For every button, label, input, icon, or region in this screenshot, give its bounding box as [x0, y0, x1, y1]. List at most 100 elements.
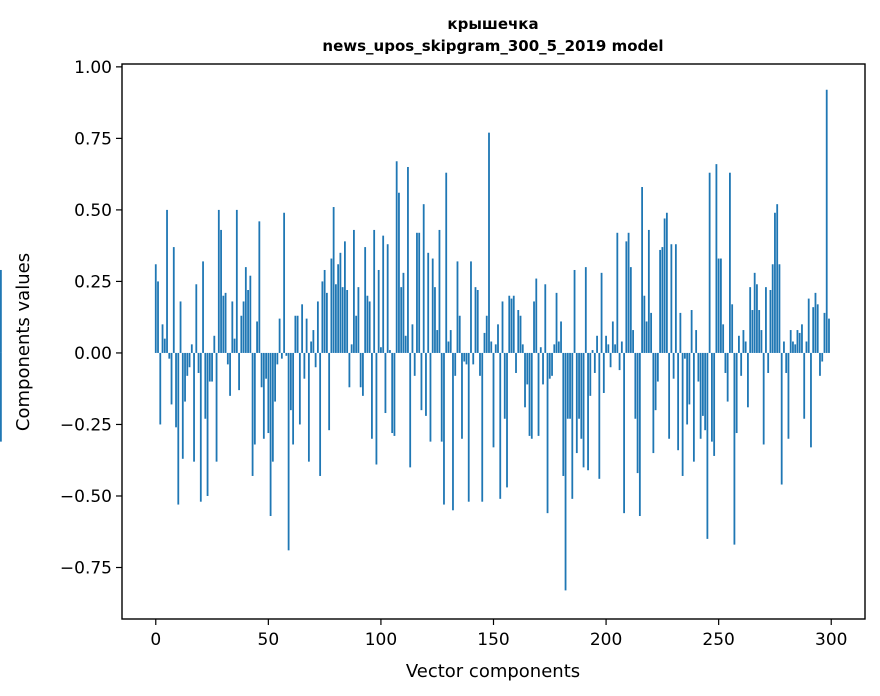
bar	[627, 232, 630, 353]
bar	[166, 209, 168, 353]
bar	[301, 304, 304, 353]
bar	[611, 321, 614, 353]
bar	[501, 301, 504, 353]
bar	[456, 261, 459, 353]
bar	[704, 352, 707, 431]
bar	[551, 352, 553, 376]
bar	[765, 287, 767, 353]
bar	[163, 338, 166, 353]
bar	[285, 352, 288, 356]
bar	[638, 352, 641, 517]
y-tick-label: −0.25	[60, 415, 112, 435]
bar	[238, 352, 240, 391]
bar	[409, 352, 412, 468]
bar	[420, 352, 423, 411]
bar	[483, 332, 486, 353]
bar	[346, 290, 349, 353]
bar	[325, 292, 328, 353]
bar	[226, 352, 229, 365]
y-tick-label: 0.00	[74, 344, 112, 364]
bar	[805, 341, 808, 353]
bar	[665, 212, 668, 353]
bar	[224, 292, 227, 353]
bar	[161, 324, 164, 353]
bar	[195, 284, 198, 353]
bar	[280, 352, 283, 359]
bar	[402, 272, 405, 353]
bar	[465, 352, 468, 365]
bar	[546, 352, 549, 514]
bar	[332, 207, 335, 353]
bar	[634, 352, 637, 419]
bar	[656, 352, 659, 382]
bar	[528, 352, 531, 436]
bar	[316, 301, 319, 353]
bar	[334, 284, 337, 353]
bar	[825, 89, 828, 353]
bar	[623, 352, 625, 514]
bar	[711, 352, 713, 442]
bar	[425, 352, 427, 416]
bar	[310, 341, 313, 353]
bar	[461, 352, 463, 439]
bar	[247, 290, 249, 353]
bar	[503, 352, 506, 419]
bar	[454, 352, 457, 376]
bar	[753, 272, 756, 353]
bar	[602, 352, 605, 393]
bar	[231, 301, 234, 353]
bar	[0, 269, 2, 353]
bar	[307, 352, 310, 462]
bar	[283, 212, 286, 353]
bar-series	[0, 89, 830, 591]
bar	[557, 341, 560, 353]
bar	[708, 172, 711, 353]
bar	[758, 310, 761, 353]
bar	[199, 352, 202, 502]
bar	[801, 324, 803, 353]
bar	[303, 352, 306, 379]
bar	[600, 272, 603, 353]
bar	[796, 330, 799, 353]
bar	[584, 267, 587, 353]
bar	[681, 352, 684, 476]
bar	[717, 258, 720, 353]
bar	[479, 352, 481, 376]
bar	[179, 301, 182, 353]
bar	[580, 352, 583, 439]
chart-subtitle: news_upos_skipgram_300_5_2019 model	[322, 37, 663, 55]
bar	[434, 287, 436, 353]
bar	[731, 304, 734, 353]
bar	[828, 318, 830, 353]
bar	[274, 352, 276, 402]
bar	[776, 204, 779, 353]
y-tick-label: −0.50	[60, 487, 112, 507]
bar	[411, 324, 414, 353]
bar	[206, 352, 209, 496]
bar	[407, 166, 409, 353]
bar	[778, 264, 781, 353]
bar	[377, 269, 380, 353]
bar	[785, 352, 788, 373]
bar	[674, 244, 677, 353]
bar	[749, 287, 752, 353]
bar	[260, 352, 263, 388]
y-tick-label: 0.25	[74, 272, 112, 292]
x-tick-label: 50	[258, 630, 280, 650]
bar	[679, 312, 682, 353]
bar	[328, 352, 331, 431]
bar	[726, 352, 729, 402]
bar	[706, 352, 709, 539]
bar	[620, 341, 623, 353]
bar	[553, 344, 556, 353]
bar	[159, 352, 162, 425]
bar	[803, 352, 806, 419]
bar	[751, 310, 754, 353]
y-tick-label: 0.75	[74, 129, 112, 149]
bar	[294, 315, 297, 353]
bar	[742, 330, 745, 353]
bar	[625, 241, 628, 353]
bar	[240, 315, 243, 353]
bar	[729, 172, 731, 353]
y-tick-label: 0.50	[74, 201, 112, 221]
